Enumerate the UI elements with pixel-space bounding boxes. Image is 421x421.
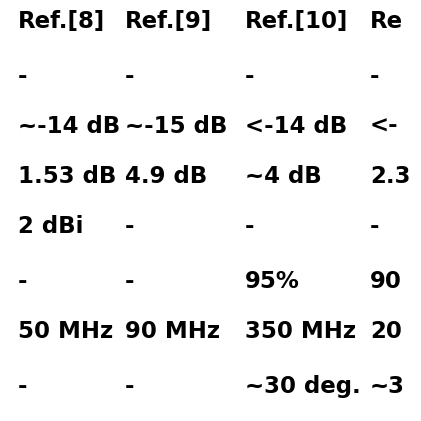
Text: 1.53 dB: 1.53 dB <box>18 165 116 188</box>
Text: -: - <box>125 65 134 88</box>
Text: -: - <box>370 65 379 88</box>
Text: 95%: 95% <box>245 270 300 293</box>
Text: ~-15 dB: ~-15 dB <box>125 115 227 138</box>
Text: 20: 20 <box>370 320 402 343</box>
Text: -: - <box>125 215 134 238</box>
Text: -: - <box>245 215 255 238</box>
Text: -: - <box>125 375 134 398</box>
Text: ~30 deg.: ~30 deg. <box>245 375 361 398</box>
Text: Re: Re <box>370 10 403 33</box>
Text: 350 MHz: 350 MHz <box>245 320 356 343</box>
Text: <-: <- <box>370 115 399 138</box>
Text: -: - <box>18 375 27 398</box>
Text: 90 MHz: 90 MHz <box>125 320 220 343</box>
Text: ~3: ~3 <box>370 375 405 398</box>
Text: ~-14 dB: ~-14 dB <box>18 115 120 138</box>
Text: 4.9 dB: 4.9 dB <box>125 165 207 188</box>
Text: Ref.[8]: Ref.[8] <box>18 10 105 33</box>
Text: Ref.[10]: Ref.[10] <box>245 10 348 33</box>
Text: -: - <box>18 65 27 88</box>
Text: 2.3: 2.3 <box>370 165 410 188</box>
Text: 2 dBi: 2 dBi <box>18 215 83 238</box>
Text: Ref.[9]: Ref.[9] <box>125 10 212 33</box>
Text: -: - <box>125 270 134 293</box>
Text: <-14 dB: <-14 dB <box>245 115 347 138</box>
Text: 50 MHz: 50 MHz <box>18 320 113 343</box>
Text: -: - <box>370 215 379 238</box>
Text: ~4 dB: ~4 dB <box>245 165 322 188</box>
Text: -: - <box>245 65 255 88</box>
Text: 90: 90 <box>370 270 402 293</box>
Text: -: - <box>18 270 27 293</box>
